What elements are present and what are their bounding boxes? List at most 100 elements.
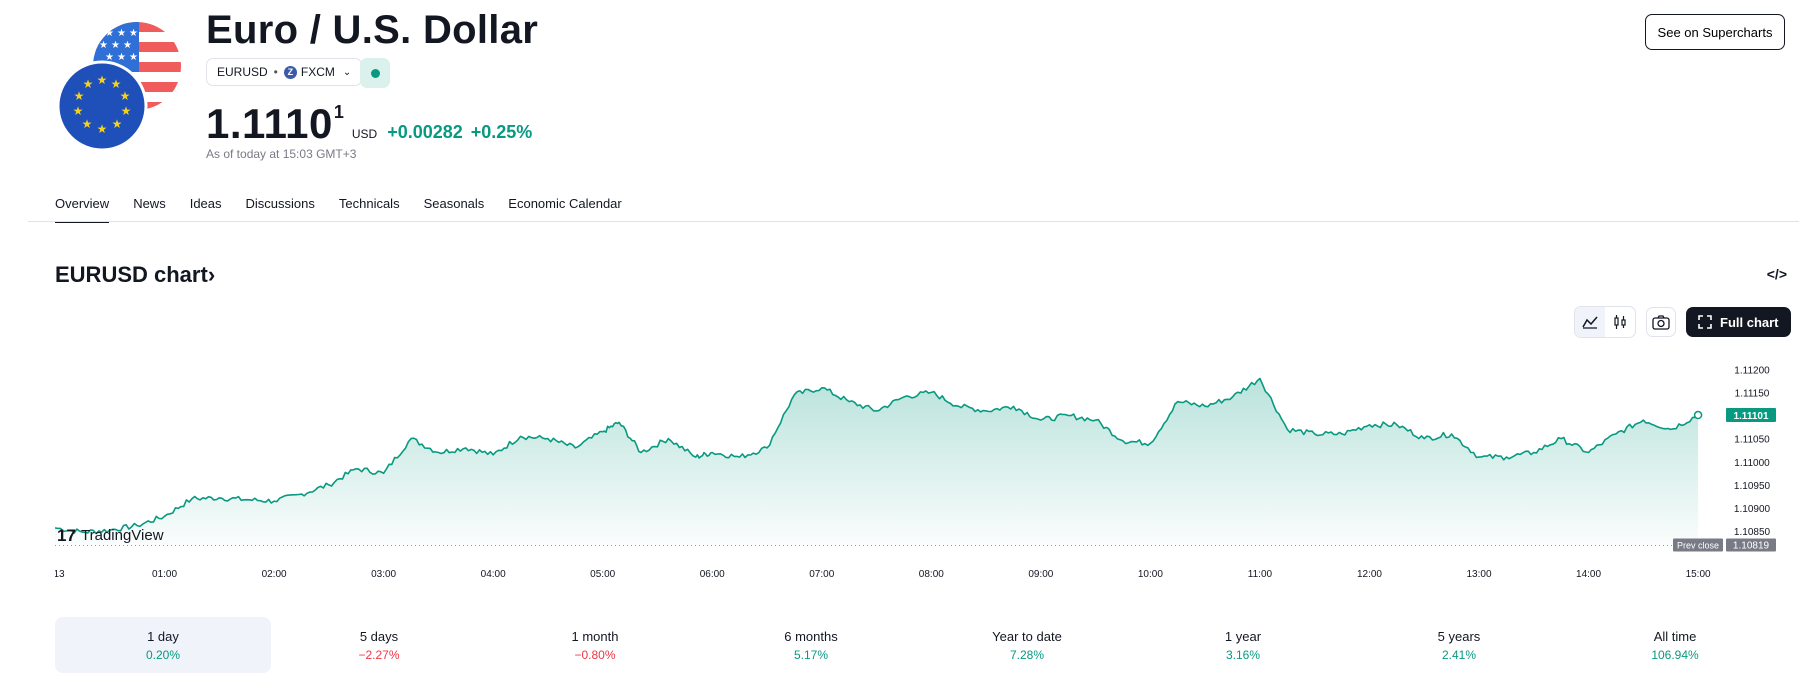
full-chart-button[interactable]: Full chart — [1686, 307, 1791, 337]
full-chart-label: Full chart — [1720, 314, 1779, 330]
tabs-divider — [28, 221, 1799, 222]
period-1-month[interactable]: 1 month −0.80% — [487, 617, 703, 673]
embed-code-icon[interactable]: </> — [1766, 266, 1787, 282]
period-value: 3.16% — [1225, 647, 1261, 662]
tab-overview[interactable]: Overview — [55, 196, 110, 223]
last-price: 1.1110 — [206, 100, 333, 147]
x-tick-label: 07:00 — [809, 569, 834, 580]
x-tick-label: 03:00 — [371, 569, 396, 580]
svg-text:★: ★ — [123, 40, 132, 51]
last-price-dot — [1693, 410, 1703, 420]
period-label: 5 days — [359, 628, 399, 644]
price-change-abs: +0.00282 — [387, 122, 463, 142]
tradingview-watermark: 17 TradingView — [57, 526, 164, 545]
price-chart[interactable]: 1.112001.111501.111001.110501.110001.109… — [55, 350, 1783, 595]
y-tick-label: 1.11150 — [1735, 388, 1770, 399]
last-price-badge-label: 1.11101 — [1733, 411, 1768, 422]
period-label: 1 day — [147, 628, 179, 644]
y-tick-label: 1.11000 — [1734, 458, 1770, 469]
x-tick-label: 05:00 — [590, 569, 615, 580]
prev-close-badge — [1726, 538, 1776, 552]
x-tick-label: 02:00 — [262, 569, 287, 580]
y-tick-label: 1.11050 — [1734, 435, 1770, 446]
period-value: −2.27% — [358, 647, 400, 662]
watermark-label: TradingView — [81, 527, 164, 544]
period-year-to-date[interactable]: Year to date 7.28% — [919, 617, 1135, 673]
price-row: 1.1110 1 USD +0.00282 +0.25% — [206, 100, 532, 148]
period-label: 6 months — [784, 628, 838, 644]
period-label: 5 years — [1437, 628, 1481, 644]
x-tick-label: 10:00 — [1138, 569, 1163, 580]
y-tick-label: 1.10900 — [1734, 504, 1771, 515]
period-label: Year to date — [992, 628, 1062, 644]
x-tick-label: 12:00 — [1357, 569, 1382, 580]
svg-text:★: ★ — [129, 28, 138, 39]
exchange-logo-icon: Z — [283, 65, 297, 79]
tab-technicals[interactable]: Technicals — [338, 196, 400, 211]
symbol-label: EURUSD — [217, 65, 268, 79]
market-open-status-icon[interactable] — [360, 58, 390, 88]
price-change-pct: +0.25% — [470, 122, 533, 142]
tab-seasonals[interactable]: Seasonals — [423, 196, 485, 211]
period-label: 1 month — [571, 628, 619, 644]
last-price-fraction: 1 — [333, 102, 344, 122]
period-1-year[interactable]: 1 year 3.16% — [1135, 617, 1351, 673]
svg-text:★: ★ — [105, 52, 114, 63]
y-tick-label: 1.11200 — [1734, 365, 1770, 376]
performance-periods: 1 day 0.20% 5 days −2.27% 1 month −0.80%… — [55, 617, 1783, 673]
period-1-day[interactable]: 1 day 0.20% — [55, 617, 271, 673]
candles-chart-icon[interactable] — [1605, 307, 1635, 337]
camera-icon[interactable] — [1646, 307, 1676, 337]
period-value: 2.41% — [1441, 647, 1477, 662]
x-tick-label: 01:00 — [152, 569, 177, 580]
symbol-selector[interactable]: EURUSD • Z FXCM ⌄ — [206, 58, 363, 86]
svg-text:★: ★ — [120, 89, 131, 103]
chart-toolbar: Full chart — [1574, 306, 1791, 338]
x-tick-label: 13 — [55, 569, 65, 580]
currency-label: USD — [351, 127, 378, 141]
x-tick-label: 14:00 — [1576, 569, 1601, 580]
period-6-months[interactable]: 6 months 5.17% — [703, 617, 919, 673]
x-tick-label: 04:00 — [481, 569, 506, 580]
y-tick-label: 1.10850 — [1734, 527, 1771, 538]
chart-heading-link[interactable]: EURUSD chart› — [55, 262, 215, 288]
period-value: 7.28% — [1009, 647, 1045, 662]
svg-text:17: 17 — [57, 526, 76, 545]
svg-text:★: ★ — [97, 73, 108, 87]
area-chart-icon[interactable] — [1575, 307, 1605, 337]
x-tick-label: 11:00 — [1248, 569, 1273, 580]
svg-text:★: ★ — [73, 104, 84, 118]
tab-discussions[interactable]: Discussions — [245, 196, 315, 211]
prev-close-tag — [1673, 538, 1723, 552]
y-tick-label: 1.10950 — [1734, 481, 1771, 492]
period-5-days[interactable]: 5 days −2.27% — [271, 617, 487, 673]
price-line — [55, 377, 1699, 535]
fullscreen-icon — [1698, 315, 1712, 329]
price-timestamp: As of today at 15:03 GMT+3 — [206, 147, 357, 161]
period-label: 1 year — [1224, 628, 1262, 644]
period-5-years[interactable]: 5 years 2.41% — [1351, 617, 1567, 673]
svg-text:★: ★ — [117, 52, 126, 63]
x-tick-label: 13:00 — [1466, 569, 1491, 580]
x-tick-label: 15:00 — [1686, 569, 1711, 580]
svg-text:★: ★ — [111, 77, 122, 91]
x-tick-label: 09:00 — [1028, 569, 1053, 580]
tab-economic-calendar[interactable]: Economic Calendar — [508, 196, 622, 211]
svg-text:★: ★ — [99, 40, 108, 51]
period-all-time[interactable]: All time 106.94% — [1567, 617, 1783, 673]
tab-ideas[interactable]: Ideas — [189, 196, 222, 211]
period-value: 0.20% — [145, 647, 181, 662]
svg-text:★: ★ — [111, 40, 120, 51]
price-area-fill — [55, 378, 1699, 545]
tab-news[interactable]: News — [133, 196, 166, 211]
currency-flags-icon: ★ ★ ★ ★ ★ ★ ★ ★ ★ ★ ★ ★ ★ ★ ★ ★ ★ ★ ★ — [56, 22, 181, 152]
period-value: 5.17% — [793, 647, 829, 662]
prev-close-badge-label: 1.10819 — [1733, 540, 1770, 551]
x-tick-label: 08:00 — [919, 569, 944, 580]
chart-style-toggle — [1574, 306, 1636, 338]
prev-close-tag-label: Prev close — [1677, 540, 1719, 550]
svg-text:★: ★ — [97, 122, 108, 136]
symbol-tabs: Overview News Ideas Discussions Technica… — [55, 196, 646, 223]
see-on-supercharts-button[interactable]: See on Supercharts — [1645, 14, 1785, 50]
x-tick-label: 06:00 — [700, 569, 725, 580]
